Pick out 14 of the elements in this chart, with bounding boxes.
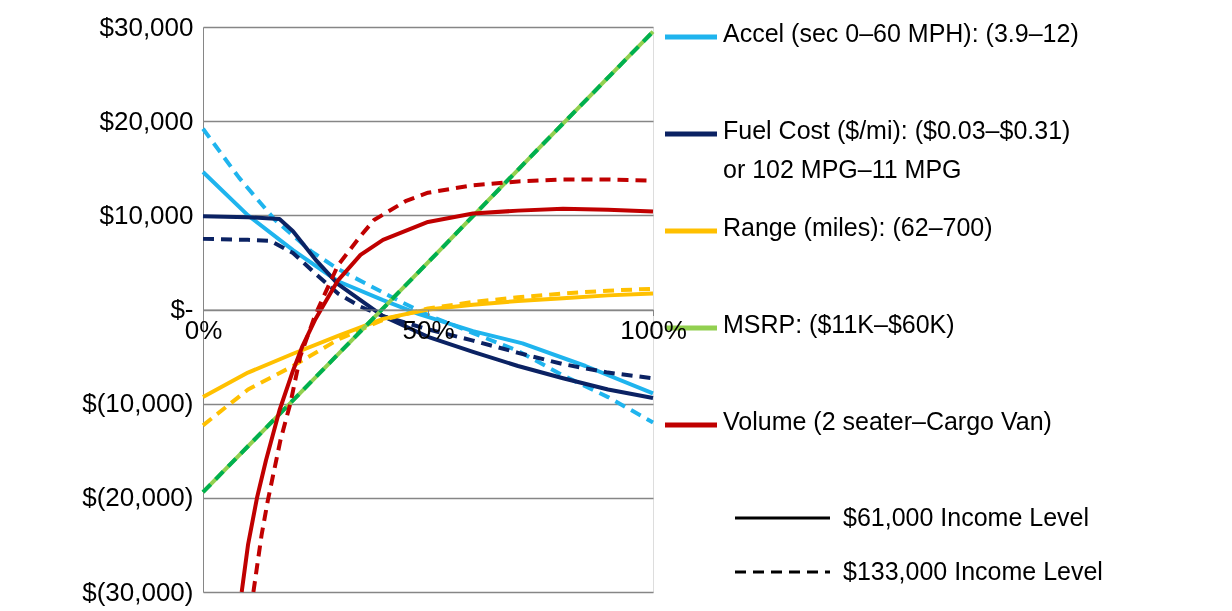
legend-label: MSRP: ($11K–$60K)	[723, 310, 955, 338]
legend-label: Accel (sec 0–60 MPH): (3.9–12)	[723, 19, 1079, 47]
y-tick-label: $(30,000)	[82, 576, 194, 607]
x-tick-label: 100%	[620, 315, 687, 345]
text: $133,000 Income Level	[843, 557, 1103, 585]
y-tick-label: $20,000	[99, 105, 194, 136]
legend-label: Range (miles): (62–700)	[723, 213, 993, 241]
legend-label: Fuel Cost ($/mi): ($0.03–$0.31) or 102 MPG–11 MPG	[723, 116, 1071, 183]
y-tick-label: $10,000	[99, 199, 194, 230]
y-tick-label: $(20,000)	[82, 482, 194, 513]
legend-label: Volume (2 seater–Cargo Van)	[723, 407, 1052, 435]
y-tick-label: $30,000	[99, 11, 194, 42]
y-tick-label: $(10,000)	[82, 388, 194, 419]
text: $61,000 Income Level	[843, 503, 1090, 531]
